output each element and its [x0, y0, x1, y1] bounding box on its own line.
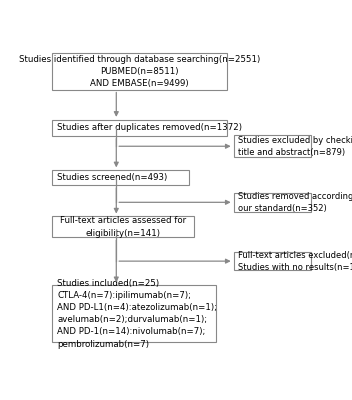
FancyBboxPatch shape — [234, 135, 311, 157]
FancyBboxPatch shape — [52, 120, 227, 136]
Text: Studies excluded by checking the
title and abstract(n=879): Studies excluded by checking the title a… — [238, 136, 352, 157]
Text: Full-text articles assessed for
eligibility(n=141): Full-text articles assessed for eligibil… — [60, 216, 186, 238]
Text: Studies removed according to
our standard(n=352): Studies removed according to our standar… — [238, 192, 352, 213]
Text: Full-text articles excluded(n=116)
Studies with no results(n=116): Full-text articles excluded(n=116) Studi… — [238, 250, 352, 272]
FancyBboxPatch shape — [52, 285, 216, 342]
FancyBboxPatch shape — [234, 252, 311, 270]
Text: Studies screened(n=493): Studies screened(n=493) — [57, 173, 167, 182]
FancyBboxPatch shape — [52, 170, 189, 185]
FancyBboxPatch shape — [52, 216, 194, 238]
Text: Studies after duplicates removed(n=1372): Studies after duplicates removed(n=1372) — [57, 123, 242, 132]
Text: Studies identified through database searching(n=2551)
PUBMED(n=8511)
AND EMBASE(: Studies identified through database sear… — [19, 55, 260, 88]
FancyBboxPatch shape — [52, 53, 227, 90]
Text: Studies included(n=25)
CTLA-4(n=7):ipilimumab(n=7);
AND PD-L1(n=4):atezolizumab(: Studies included(n=25) CTLA-4(n=7):ipili… — [57, 279, 217, 348]
FancyBboxPatch shape — [234, 193, 311, 212]
